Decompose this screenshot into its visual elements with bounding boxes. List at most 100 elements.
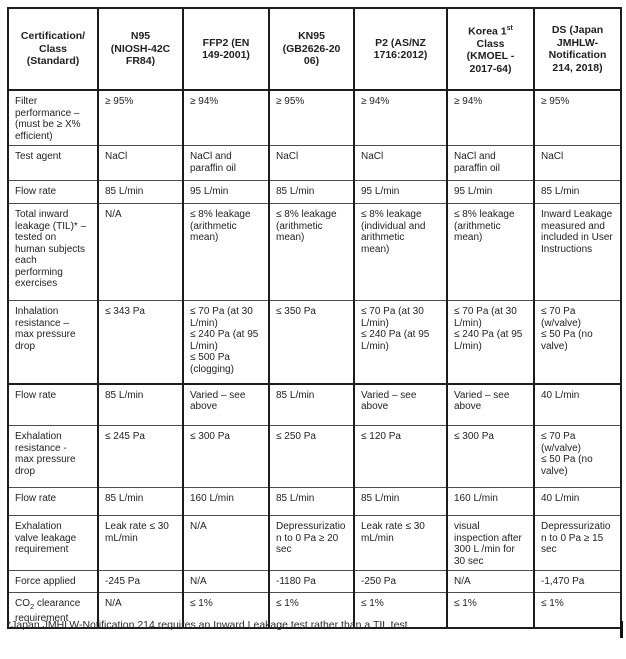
cell: ≤ 1% bbox=[268, 592, 354, 628]
cell: 160 L/min bbox=[182, 487, 269, 516]
cell: 85 L/min bbox=[353, 487, 447, 516]
cell: ≤ 1% bbox=[182, 592, 269, 628]
cell: NaCl bbox=[268, 145, 354, 181]
row-label: Exhalation resistance - max pressure dro… bbox=[8, 425, 98, 488]
cell: 40 L/min bbox=[533, 382, 621, 426]
label-text: CO bbox=[15, 598, 30, 609]
header-text: Class (KMOEL - 2017-64) bbox=[466, 37, 515, 75]
row-label: Flow rate bbox=[8, 487, 98, 516]
row-flow-rate-3: Flow rate 85 L/min 160 L/min 85 L/min 85… bbox=[8, 487, 621, 516]
header-text: Korea 1 bbox=[468, 25, 507, 38]
cell: ≤ 70 Pa (w/valve) ≤ 50 Pa (no valve) bbox=[533, 300, 621, 384]
text-cursor bbox=[620, 621, 623, 638]
row-label: Filter performance – (must be ≥ X% effic… bbox=[15, 96, 81, 142]
cell: -1,470 Pa bbox=[533, 570, 621, 593]
cell: ≤ 350 Pa bbox=[268, 300, 354, 384]
col-header-kn95: KN95 (GB2626-20 06) bbox=[268, 8, 354, 91]
cell: Leak rate ≤ 30 mL/min bbox=[353, 515, 447, 571]
row-filter-performance: Filter performance – (must be ≥ X% effic… bbox=[8, 90, 621, 146]
cell: ≤ 8% leakage (arithmetic mean) bbox=[446, 203, 534, 301]
cell: 160 L/min bbox=[446, 487, 534, 516]
row-force-applied: Force applied -245 Pa N/A -1180 Pa -250 … bbox=[8, 570, 621, 593]
cell: NaCl bbox=[97, 145, 183, 181]
row-flow-rate-2: Flow rate 85 L/min Varied – see above 85… bbox=[8, 382, 621, 426]
cell: 85 L/min bbox=[97, 487, 183, 516]
col-header-korea-1st-class: Korea 1st Class (KMOEL - 2017-64) bbox=[446, 8, 534, 91]
superscript-st: st bbox=[506, 24, 513, 32]
cell: Inward Leakage measured and included in … bbox=[533, 203, 621, 301]
cell: ≤ 8% leakage (arithmetic mean) bbox=[182, 203, 269, 301]
cell: ≤ 250 Pa bbox=[268, 425, 354, 488]
cell: ≤ 1% bbox=[533, 592, 621, 628]
cell: Depressurizatio n to 0 Pa ≥ 20 sec bbox=[268, 515, 354, 571]
cell: -1180 Pa bbox=[268, 570, 354, 593]
cell: ≤ 300 Pa bbox=[182, 425, 269, 488]
cell: 85 L/min bbox=[268, 487, 354, 516]
cell: N/A bbox=[446, 570, 534, 593]
cell: 95 L/min bbox=[182, 180, 269, 204]
cell: Leak rate ≤ 30 mL/min bbox=[97, 515, 183, 571]
row-label: Exhalation valve leakage requirement bbox=[8, 515, 98, 571]
cell: ≤ 8% leakage (individual and arithmetic … bbox=[353, 203, 447, 301]
cell: ≤ 70 Pa (at 30 L/min) ≤ 240 Pa (at 95 L/… bbox=[353, 300, 447, 384]
col-header-p2: P2 (AS/NZ 1716:2012) bbox=[353, 8, 447, 91]
cell: 85 L/min bbox=[533, 180, 621, 204]
cell: ≤ 343 Pa bbox=[97, 300, 183, 384]
row-label: Total inward leakage (TIL)* – tested on … bbox=[8, 203, 98, 301]
subscript-2: 2 bbox=[30, 602, 35, 611]
label-text: clearance requirement bbox=[15, 598, 81, 624]
col-header-ds-japan: DS (Japan JMHLW- Notification 214, 2018) bbox=[533, 8, 621, 91]
cell: N/A bbox=[97, 203, 183, 301]
cell: Varied – see above bbox=[353, 382, 447, 426]
cell: ≥ 94% bbox=[182, 90, 269, 146]
cell: -250 Pa bbox=[353, 570, 447, 593]
cell: N/A bbox=[182, 515, 269, 571]
cell: ≤ 1% bbox=[353, 592, 447, 628]
cell: 85 L/min bbox=[97, 180, 183, 204]
cell: NaCl and paraffin oil bbox=[446, 145, 534, 181]
cell: visual inspection after 300 L /min for 3… bbox=[446, 515, 534, 571]
col-header-ffp2: FFP2 (EN 149-2001) bbox=[182, 8, 269, 91]
cell: ≥ 95% bbox=[268, 90, 354, 146]
row-exhalation-resistance: Exhalation resistance - max pressure dro… bbox=[8, 425, 621, 488]
cell: 85 L/min bbox=[268, 180, 354, 204]
footnote: *Japan JMHLW-Notification 214 requires a… bbox=[7, 619, 411, 631]
row-label: Flow rate bbox=[8, 180, 98, 204]
cell: NaCl bbox=[533, 145, 621, 181]
cell: ≤ 70 Pa (at 30 L/min) ≤ 240 Pa (at 95 L/… bbox=[446, 300, 534, 384]
cell: ≥ 94% bbox=[353, 90, 447, 146]
cell: NaCl and paraffin oil bbox=[182, 145, 269, 181]
row-label: Force applied bbox=[8, 570, 98, 593]
cell: ≤ 300 Pa bbox=[446, 425, 534, 488]
row-inhalation-resistance: Inhalation resistance – max pressure dro… bbox=[8, 300, 621, 384]
cell: -245 Pa bbox=[97, 570, 183, 593]
cell: N/A bbox=[182, 570, 269, 593]
cell: ≥ 95% bbox=[97, 90, 183, 146]
row-co2-clearance: CO2 clearance requirement N/A ≤ 1% ≤ 1% … bbox=[8, 592, 621, 628]
col-header-n95: N95 (NIOSH-42C FR84) bbox=[97, 8, 183, 91]
cell: 40 L/min bbox=[533, 487, 621, 516]
cell: N/A bbox=[97, 592, 183, 628]
cell: Varied – see above bbox=[446, 382, 534, 426]
row-flow-rate-1: Flow rate 85 L/min 95 L/min 85 L/min 95 … bbox=[8, 180, 621, 204]
cell: NaCl bbox=[353, 145, 447, 181]
row-label: CO2 clearance requirement bbox=[8, 592, 98, 628]
row-exhalation-valve-leakage: Exhalation valve leakage requirement Lea… bbox=[8, 515, 621, 571]
cell: ≤ 120 Pa bbox=[353, 425, 447, 488]
cell: ≤ 8% leakage (arithmetic mean) bbox=[268, 203, 354, 301]
col-header-certification-class: Certification/ Class (Standard) bbox=[8, 8, 98, 91]
row-test-agent: Test agent NaCl NaCl and paraffin oil Na… bbox=[8, 145, 621, 181]
row-label: Test agent bbox=[8, 145, 98, 181]
cell: 95 L/min bbox=[353, 180, 447, 204]
cell: ≤ 245 Pa bbox=[97, 425, 183, 488]
cell: 95 L/min bbox=[446, 180, 534, 204]
row-label: Inhalation resistance – max pressure dro… bbox=[8, 300, 98, 384]
cell: ≤ 70 Pa (w/valve) ≤ 50 Pa (no valve) bbox=[533, 425, 621, 488]
cell: Depressurizatio n to 0 Pa ≥ 15 sec bbox=[533, 515, 621, 571]
row-label: Flow rate bbox=[8, 382, 98, 426]
cell: ≤ 70 Pa (at 30 L/min) ≤ 240 Pa (at 95 L/… bbox=[182, 300, 269, 384]
standards-comparison-table: Certification/ Class (Standard) N95 (NIO… bbox=[7, 7, 622, 629]
cell: ≥ 95% bbox=[533, 90, 621, 146]
cell: 85 L/min bbox=[97, 382, 183, 426]
